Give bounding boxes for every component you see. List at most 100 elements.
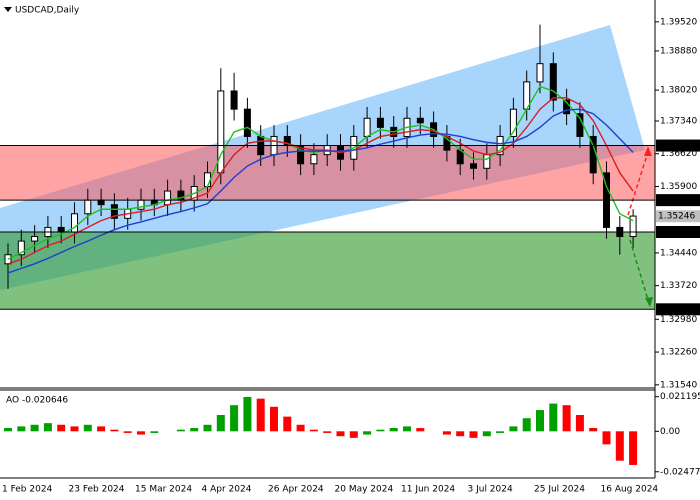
level-label: 1.34900 <box>658 227 699 237</box>
y-tick-label: 1.35900 <box>660 182 697 192</box>
level-label-box <box>656 194 700 207</box>
x-tick-label: 1 Feb 2024 <box>2 485 53 495</box>
x-tick-label: 11 Jun 2024 <box>401 485 455 495</box>
ao-bar <box>216 414 225 432</box>
ao-bar <box>536 410 544 432</box>
ao-bar <box>309 429 318 432</box>
ao-bar <box>615 431 624 461</box>
ao-bar <box>43 423 52 432</box>
y-tick-label: 1.36620 <box>660 149 697 159</box>
candle-body <box>310 154 318 165</box>
ao-bar <box>270 406 278 432</box>
ao-bar <box>336 431 345 437</box>
ao-bar <box>456 431 465 437</box>
candle-body <box>536 63 544 83</box>
current-price-box <box>656 210 700 223</box>
y-tick-label: 0.00 <box>660 427 680 437</box>
x-tick-label: 20 May 2024 <box>335 485 394 495</box>
candle-body <box>230 90 238 110</box>
ao-bar <box>123 431 132 433</box>
ao-bar <box>203 424 212 432</box>
x-tick-label: 4 Apr 2024 <box>202 485 252 495</box>
ao-bar <box>283 416 292 432</box>
x-tick-label: 16 Aug 2024 <box>601 485 659 495</box>
x-tick-label: 25 Jul 2024 <box>534 485 585 495</box>
ao-bar <box>496 431 505 433</box>
candle-body <box>110 204 118 219</box>
ao-bar <box>589 428 598 432</box>
ao-bar <box>562 405 571 432</box>
x-tick-label: 23 Feb 2024 <box>69 485 125 495</box>
candle-body <box>576 113 584 137</box>
candle-body <box>57 226 65 233</box>
x-tick-label: 3 Jul 2024 <box>468 485 513 495</box>
y-tick-label: 1.34440 <box>660 248 697 258</box>
zone <box>0 231 655 310</box>
candle-body <box>629 215 637 238</box>
candle-body <box>416 117 424 124</box>
ao-bar <box>469 431 478 438</box>
ao-bar <box>602 431 611 445</box>
chart-title: USDCAD,Daily <box>15 6 80 16</box>
indicator-title: AO -0.020646 <box>6 396 68 406</box>
arrow-head <box>645 297 653 307</box>
arrow-head <box>644 146 652 156</box>
level-label-box <box>656 139 700 152</box>
ao-bar <box>482 431 491 437</box>
candle-body <box>470 163 477 169</box>
ao-bar <box>4 428 12 432</box>
candle-body <box>363 117 371 137</box>
y-tick-label: -0.024778 <box>660 467 700 477</box>
ao-bar <box>70 426 79 432</box>
ao-bar <box>416 428 425 432</box>
level-label-box <box>656 303 700 316</box>
y-tick-label: 1.38020 <box>660 86 697 96</box>
ao-bar <box>176 429 185 432</box>
y-tick-label: 1.33720 <box>660 281 697 291</box>
y-tick-label: 1.32980 <box>660 315 697 325</box>
current-price-label: 1.35246 <box>658 212 695 222</box>
ao-bar <box>522 418 531 432</box>
y-tick-label: 1.38880 <box>660 46 697 56</box>
level-label: 1.36800 <box>658 141 699 151</box>
level-label: 1.35600 <box>658 196 699 206</box>
ao-bar <box>389 428 398 432</box>
ao-bar <box>190 428 199 432</box>
ao-bar <box>575 414 584 432</box>
candle-body <box>17 240 25 256</box>
candle-body <box>483 154 491 169</box>
candle-body <box>164 190 172 206</box>
ao-bar <box>83 424 92 432</box>
ao-bar <box>256 398 265 432</box>
ao-bar <box>549 403 558 432</box>
ao-bar <box>376 429 385 432</box>
y-tick-label: 1.31540 <box>660 380 697 390</box>
ao-bar <box>442 431 451 435</box>
axis-area <box>655 0 700 500</box>
moving-average <box>7 108 634 274</box>
candle-body <box>549 63 557 101</box>
ao-bar <box>323 431 332 433</box>
candle-body <box>31 236 39 242</box>
ao-bar <box>363 431 372 435</box>
symbol-marker <box>4 7 12 12</box>
ao-bar <box>243 397 252 432</box>
level-label-box <box>656 225 700 238</box>
ao-bar <box>403 426 411 432</box>
moving-average <box>7 97 634 265</box>
ao-bar <box>349 431 358 438</box>
y-tick-label: 1.39520 <box>660 17 697 27</box>
candle-body <box>84 199 92 215</box>
level-label: 1.33200 <box>658 305 699 315</box>
y-tick-label: 0.021195 <box>660 392 700 402</box>
ao-bar <box>230 405 239 432</box>
x-tick-label: 26 Apr 2024 <box>268 485 324 495</box>
ao-bar <box>17 426 26 432</box>
target-arrow-down <box>629 239 649 301</box>
ao-bar <box>97 426 106 432</box>
ao-bar <box>57 424 66 432</box>
ao-bar <box>110 429 119 432</box>
ao-bar <box>137 431 145 435</box>
ao-bar <box>509 426 518 432</box>
x-tick-label: 15 Mar 2024 <box>135 485 192 495</box>
